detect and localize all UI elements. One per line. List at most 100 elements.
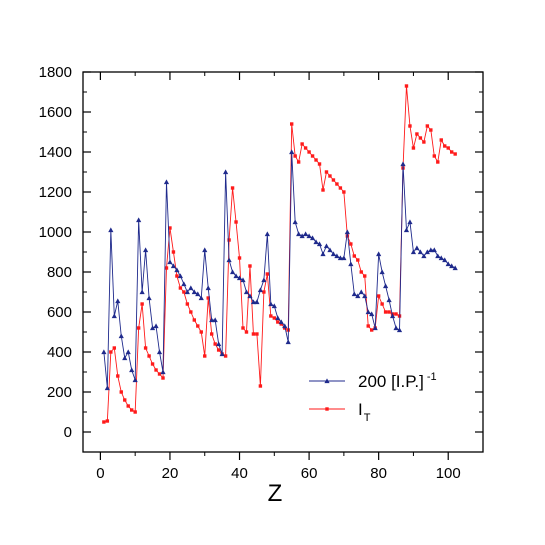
data-point [254,299,260,305]
data-point [104,385,110,391]
data-point [442,257,448,263]
data-point [129,408,134,412]
data-point [156,349,163,355]
data-point [153,323,159,329]
data-point [289,149,295,155]
data-point [408,124,412,128]
data-point [157,372,162,376]
data-point [425,124,430,128]
data-point [178,286,183,290]
data-point [247,293,253,299]
data-point [303,231,309,237]
data-point [146,295,152,301]
data-point [323,243,330,249]
data-point [293,154,297,158]
x-tick-label: 40 [231,465,248,482]
y-tick-label: 1600 [39,104,72,121]
data-point [352,254,357,258]
data-point [258,384,263,388]
data-point [355,293,361,299]
data-point [123,398,127,402]
data-point [299,233,305,239]
y-tick-label: 200 [47,384,72,401]
data-point [223,169,229,175]
data-point [436,160,440,164]
y-tick-label: 1400 [39,144,72,161]
data-point [383,283,389,289]
data-point [105,419,110,423]
data-point [443,144,447,148]
plot-frame [82,71,484,453]
data-point [163,179,170,185]
data-point [404,84,409,88]
data-point [394,312,398,316]
data-point [171,250,176,254]
data-point [276,320,280,324]
data-point [205,285,211,291]
data-point [227,238,231,242]
data-point [213,342,217,346]
data-point [285,339,291,345]
data-point [446,146,450,150]
data-point [429,128,433,132]
data-point [161,376,165,380]
data-point [202,247,208,253]
x-axis-title: Z [268,480,283,507]
data-point [175,274,179,278]
data-point [421,253,427,259]
x-tick-label: 20 [162,465,179,482]
data-point [369,328,374,332]
data-point [310,154,315,158]
data-point [314,158,318,162]
data-point [125,349,131,355]
data-point [439,138,443,142]
data-point [393,325,399,331]
data-point [133,410,137,414]
series-ip [101,149,458,391]
data-point [307,150,311,154]
data-point [359,270,363,274]
data-point [327,247,333,253]
data-point [132,377,138,383]
data-point [414,245,420,251]
data-point [251,332,256,336]
data-point [411,146,416,150]
data-point [209,317,215,323]
data-point [149,325,156,331]
data-point [358,289,364,295]
data-point [212,317,218,323]
data-point [257,287,263,293]
data-point [115,298,121,304]
data-point [282,323,288,329]
data-point [449,263,455,269]
data-point [226,257,232,263]
data-point [272,316,277,320]
data-point [453,152,457,156]
data-point [219,351,225,357]
legend: 200 [I.P.] -1 I T [309,371,437,424]
data-point [243,289,250,295]
data-point [216,348,221,352]
data-point [275,315,281,321]
data-point [313,239,319,245]
data-point [362,293,368,299]
data-point [309,235,316,241]
data-point [112,346,117,350]
data-point [324,170,329,174]
data-point [449,150,454,154]
data-point [278,319,284,325]
data-point [316,241,323,247]
y-tick-label: 1200 [39,184,72,201]
data-point [415,132,419,136]
data-point [216,341,222,347]
data-point [320,251,326,257]
data-point [129,367,135,373]
data-point [181,281,187,287]
data-point [379,269,385,275]
data-point [438,255,444,261]
data-point [244,330,249,334]
x-tick-label: 100 [436,465,461,482]
data-point [432,154,437,158]
